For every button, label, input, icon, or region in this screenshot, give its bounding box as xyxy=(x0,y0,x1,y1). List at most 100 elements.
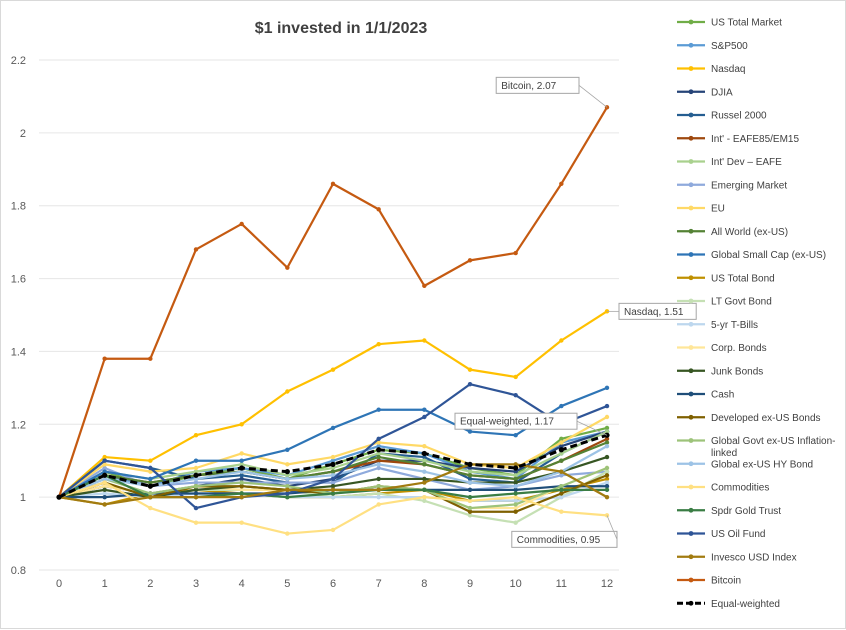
legend-label: Nasdaq xyxy=(711,64,745,75)
data-point xyxy=(330,181,336,187)
data-point xyxy=(558,447,564,453)
legend-label: All World (ex-US) xyxy=(711,227,788,238)
data-point xyxy=(148,505,153,511)
callout-nasdaq: Nasdaq, 1.51 xyxy=(607,302,697,320)
data-point xyxy=(513,480,518,485)
data-point xyxy=(284,469,290,475)
data-point xyxy=(376,476,381,482)
data-point xyxy=(467,487,473,493)
legend-item: S&P500 xyxy=(677,41,748,52)
data-point xyxy=(102,458,107,463)
legend-item: All World (ex-US) xyxy=(677,227,788,238)
data-point xyxy=(193,469,199,474)
data-point xyxy=(376,502,381,507)
data-point xyxy=(102,472,108,478)
data-point xyxy=(513,250,518,256)
legend-item: Developed ex-US Bonds xyxy=(677,413,821,424)
data-point xyxy=(467,505,473,511)
data-point xyxy=(604,436,610,442)
data-point xyxy=(148,458,153,463)
legend-label: US Oil Fund xyxy=(711,529,765,540)
data-point xyxy=(330,491,336,496)
data-point xyxy=(467,429,473,434)
data-point xyxy=(193,505,199,511)
data-point xyxy=(513,484,518,489)
data-point xyxy=(604,487,610,493)
data-point xyxy=(376,462,381,467)
data-point xyxy=(193,476,199,482)
data-point xyxy=(330,461,336,467)
data-point xyxy=(330,480,336,485)
data-point xyxy=(604,440,610,445)
legend-label: Corp. Bonds xyxy=(711,343,767,354)
data-point xyxy=(604,454,610,460)
x-tick-label: 3 xyxy=(193,578,199,590)
data-point xyxy=(102,502,107,507)
data-point xyxy=(193,484,199,489)
data-point xyxy=(467,473,473,478)
data-point xyxy=(559,494,564,500)
data-point xyxy=(239,451,244,456)
data-point xyxy=(604,443,610,449)
legend-label: Cash xyxy=(711,390,734,401)
data-point xyxy=(330,425,336,431)
data-point xyxy=(285,476,290,482)
data-point xyxy=(376,491,381,496)
data-point xyxy=(330,473,336,478)
y-tick-label: 1.8 xyxy=(11,201,26,213)
data-point xyxy=(376,484,381,489)
legend-item: Int' - EAFE85/EM15 xyxy=(677,134,799,145)
legend-item: 5-yr T-Bills xyxy=(677,320,758,331)
data-point xyxy=(513,491,518,496)
data-point xyxy=(559,491,564,496)
data-point xyxy=(559,469,564,474)
legend-swatch-marker xyxy=(688,321,694,327)
data-point xyxy=(467,498,473,503)
data-point xyxy=(330,367,336,372)
data-point xyxy=(376,407,381,412)
legend-item: US Total Bond xyxy=(677,273,775,284)
data-point xyxy=(559,487,564,493)
data-point xyxy=(193,491,199,496)
x-tick-label: 12 xyxy=(601,578,613,590)
data-point xyxy=(239,458,244,463)
legend-item: Nasdaq xyxy=(677,64,745,75)
legend-item: Global ex-US HY Bond xyxy=(677,459,813,470)
data-point xyxy=(513,433,518,438)
legend-item: Global Govt ex-US Inflation-linked xyxy=(677,436,836,459)
data-point xyxy=(285,447,290,452)
legend-swatch-marker xyxy=(688,19,694,25)
data-point xyxy=(239,520,244,525)
data-point xyxy=(193,487,199,493)
x-tick-label: 5 xyxy=(284,578,290,590)
data-point xyxy=(285,480,290,485)
legend-label: Junk Bonds xyxy=(711,366,763,377)
legend-swatch-marker xyxy=(688,414,694,420)
data-point xyxy=(422,458,427,463)
data-point xyxy=(239,494,244,500)
data-point xyxy=(559,436,564,442)
legend-swatch-marker xyxy=(688,42,694,48)
data-point xyxy=(330,527,336,533)
data-point xyxy=(513,473,518,478)
data-point xyxy=(422,498,427,503)
data-point xyxy=(422,407,427,412)
legend-swatch-marker xyxy=(688,600,694,606)
x-tick-label: 6 xyxy=(330,578,336,590)
callout-label: Nasdaq, 1.51 xyxy=(624,307,684,318)
data-point xyxy=(330,494,336,500)
data-point xyxy=(102,484,107,489)
series-lines xyxy=(56,105,610,536)
data-point xyxy=(148,491,153,496)
data-point xyxy=(513,469,518,474)
legend-item: Corp. Bonds xyxy=(677,343,767,354)
data-point xyxy=(513,505,518,511)
data-callouts: Bitcoin, 2.07 Nasdaq, 1.51 Equal-weighted,… xyxy=(454,76,697,548)
data-point xyxy=(239,221,244,227)
data-point xyxy=(467,513,473,518)
data-point xyxy=(330,458,336,463)
legend-swatch-marker xyxy=(688,484,694,490)
legend-item: US Oil Fund xyxy=(677,529,765,540)
data-point xyxy=(422,338,427,343)
data-point xyxy=(193,472,199,478)
